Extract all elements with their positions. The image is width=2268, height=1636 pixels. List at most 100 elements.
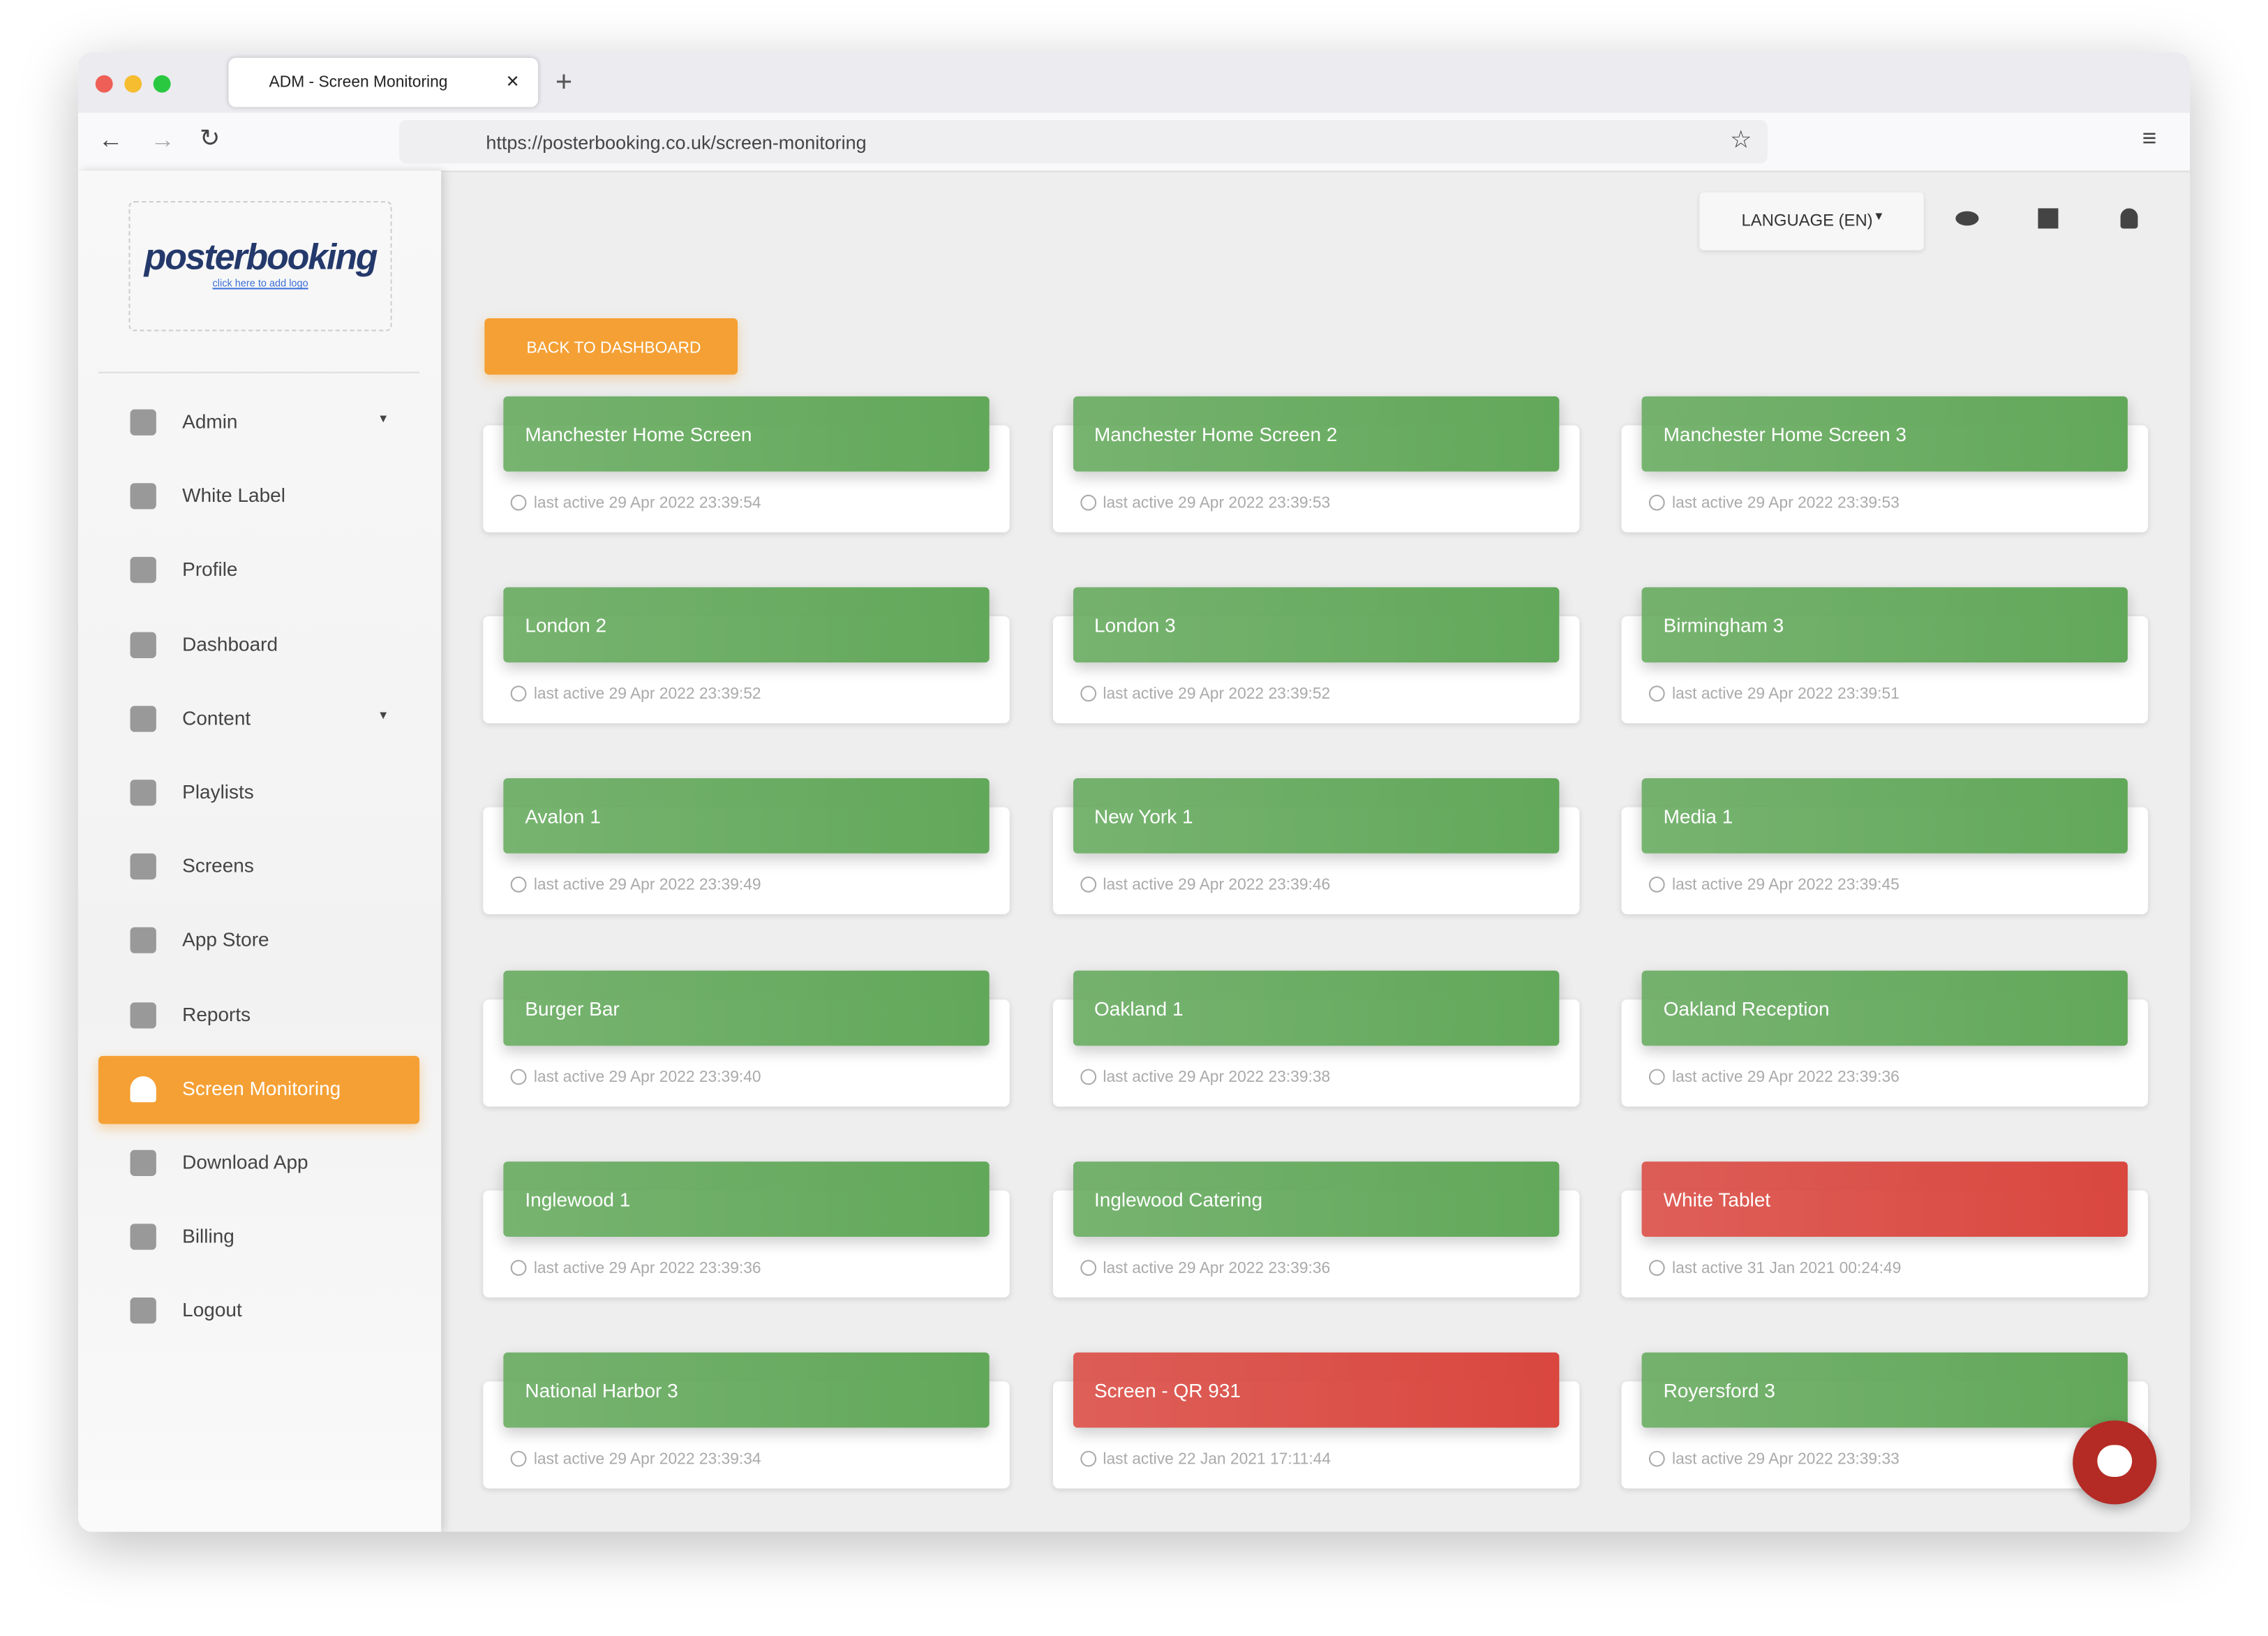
- nav-item[interactable]: Reports: [98, 981, 419, 1049]
- last-active: last active 29 Apr 2022 23:39:52: [1103, 685, 1331, 704]
- nav-item[interactable]: Download App: [98, 1130, 419, 1198]
- nav-label: White Label: [182, 484, 285, 507]
- nav-label: Playlists: [182, 781, 254, 803]
- back[interactable]: ←: [98, 126, 124, 154]
- nav-item[interactable]: White Label: [98, 463, 419, 531]
- tab[interactable]: ADM - Screen Monitoring ×: [228, 57, 539, 107]
- nav-item[interactable]: Admin ▼: [98, 389, 419, 457]
- screen-name: Oakland 1: [1094, 997, 1184, 1020]
- logo: posterbooking: [144, 237, 378, 278]
- reload[interactable]: ↻: [200, 124, 221, 152]
- clock-icon: [510, 685, 527, 702]
- screen-header[interactable]: Burger Bar: [503, 969, 990, 1046]
- screen-name: Royersford 3: [1663, 1380, 1775, 1402]
- forward[interactable]: →: [150, 126, 175, 154]
- nav-item[interactable]: Dashboard: [98, 611, 419, 679]
- screen-name: Screen - QR 931: [1094, 1380, 1241, 1402]
- nav-item[interactable]: Screens: [98, 833, 419, 901]
- nav-label: Admin: [182, 410, 238, 433]
- screen-header[interactable]: Media 1: [1641, 778, 2128, 854]
- language-button[interactable]: LANGUAGE (EN) ▼: [1699, 192, 1924, 251]
- dashboard-icon[interactable]: [2038, 208, 2059, 229]
- screen-header[interactable]: Screen - QR 931: [1072, 1352, 1559, 1428]
- clock-icon: [1080, 1259, 1096, 1276]
- last-active: last active 29 Apr 2022 23:39:54: [533, 494, 761, 512]
- screen-header[interactable]: London 2: [503, 587, 990, 663]
- nav-item[interactable]: Billing: [98, 1204, 419, 1272]
- last-active: last active 29 Apr 2022 23:39:46: [1103, 877, 1331, 895]
- sidebar: posterbooking click here to add logo Adm…: [77, 170, 442, 1532]
- clock-icon: [510, 494, 527, 511]
- nav-icon: [130, 1002, 156, 1028]
- last-active: last active 31 Jan 2021 00:24:49: [1672, 1259, 1902, 1277]
- logo-hint[interactable]: click here to add logo: [212, 278, 308, 290]
- screen-name: Burger Bar: [525, 997, 620, 1020]
- close-dot[interactable]: [95, 75, 113, 93]
- screen-name: Birmingham 3: [1663, 615, 1784, 637]
- nav-label: Reports: [182, 1003, 251, 1025]
- screen-header[interactable]: Oakland 1: [1072, 969, 1559, 1046]
- screen-header[interactable]: Royersford 3: [1641, 1352, 2128, 1428]
- nav-item[interactable]: App Store: [98, 907, 419, 975]
- nav-item[interactable]: Content ▼: [98, 685, 419, 753]
- screen-name: Manchester Home Screen: [525, 424, 752, 446]
- nav-item[interactable]: Playlists: [98, 759, 419, 827]
- nav-icon: [130, 1076, 156, 1102]
- nav-icon: [130, 780, 156, 806]
- new-tab[interactable]: +: [555, 66, 573, 98]
- nav-icon: [130, 1150, 156, 1176]
- clock-icon: [510, 1450, 527, 1467]
- screen-name: New York 1: [1094, 806, 1193, 828]
- screen-name: Media 1: [1663, 806, 1733, 828]
- screen-header[interactable]: Inglewood Catering: [1072, 1161, 1559, 1237]
- nav-label: Dashboard: [182, 632, 278, 655]
- screen-header[interactable]: London 3: [1072, 587, 1559, 663]
- nav-item[interactable]: Profile: [98, 537, 419, 605]
- screen-name: Inglewood Catering: [1094, 1189, 1263, 1211]
- nav-label: Screens: [182, 855, 254, 877]
- clock-icon: [1080, 494, 1096, 511]
- nav-item[interactable]: Logout: [98, 1278, 419, 1346]
- clock-icon: [1080, 1450, 1096, 1467]
- nav-icon: [130, 483, 156, 510]
- screen-header[interactable]: National Harbor 3: [503, 1352, 990, 1428]
- minimize-dot[interactable]: [124, 75, 142, 93]
- screen-name: London 2: [525, 615, 607, 637]
- clock-icon: [1648, 877, 1665, 893]
- menu[interactable]: ≡: [2142, 124, 2157, 152]
- screen-header[interactable]: Inglewood 1: [503, 1161, 990, 1237]
- screen-header[interactable]: Oakland Reception: [1641, 969, 2128, 1046]
- zoom-dot[interactable]: [153, 75, 171, 93]
- screen-header[interactable]: White Tablet: [1641, 1161, 2128, 1237]
- screen-name: National Harbor 3: [525, 1380, 678, 1402]
- tab-close[interactable]: ×: [506, 69, 519, 94]
- screen-header[interactable]: Manchester Home Screen 3: [1641, 396, 2128, 472]
- screen-header[interactable]: Manchester Home Screen: [503, 396, 990, 472]
- screen-header[interactable]: Birmingham 3: [1641, 587, 2128, 663]
- screen-header[interactable]: Manchester Home Screen 2: [1072, 396, 1559, 472]
- logo-box[interactable]: posterbooking click here to add logo: [128, 201, 392, 332]
- chat-button[interactable]: [2073, 1420, 2157, 1505]
- nav-icon: [130, 1224, 156, 1251]
- chat-icon: [2097, 1445, 2133, 1478]
- user-icon[interactable]: [2120, 208, 2138, 229]
- address-bar[interactable]: https://posterbooking.co.uk/screen-monit…: [399, 120, 1768, 164]
- eye-icon[interactable]: [1955, 211, 1979, 226]
- nav-item[interactable]: Screen Monitoring: [98, 1055, 420, 1124]
- screen-name: Manchester Home Screen 3: [1663, 424, 1907, 446]
- screen-name: White Tablet: [1663, 1189, 1771, 1211]
- nav-icon: [130, 557, 156, 584]
- screen-header[interactable]: New York 1: [1072, 778, 1559, 854]
- last-active: last active 29 Apr 2022 23:39:53: [1672, 494, 1900, 512]
- back-button[interactable]: BACK TO DASHBOARD: [484, 318, 738, 375]
- screen-name: Avalon 1: [525, 806, 601, 828]
- clock-icon: [1080, 877, 1096, 893]
- screen-name: London 3: [1094, 615, 1176, 637]
- last-active: last active 29 Apr 2022 23:39:36: [533, 1259, 761, 1277]
- screen-header[interactable]: Avalon 1: [503, 778, 990, 854]
- url: https://posterbooking.co.uk/screen-monit…: [486, 131, 867, 154]
- last-active: last active 29 Apr 2022 23:39:40: [533, 1068, 761, 1086]
- last-active: last active 29 Apr 2022 23:39:38: [1103, 1068, 1331, 1086]
- bookmark-star[interactable]: ☆: [1729, 126, 1752, 154]
